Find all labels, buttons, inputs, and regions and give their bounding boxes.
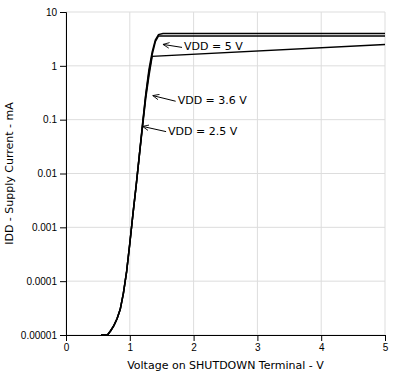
tick-mark — [60, 227, 66, 228]
tick: 0.1 — [43, 114, 66, 125]
tick-label: 5 — [383, 342, 389, 353]
tick: 1 — [128, 335, 134, 353]
tick-mark — [130, 335, 131, 341]
chart: 0 1 2 3 4 5 0.00001 0.0001 0.001 0.01 0.1 1 10 VDD = … — [0, 0, 401, 377]
tick-label: 4 — [319, 342, 325, 353]
annotation: VDD = 3.6 V — [178, 94, 248, 107]
axis-line — [67, 336, 386, 342]
axis-line — [60, 13, 67, 336]
annotation: VDD = 2.5 V — [168, 125, 238, 138]
tick-mark — [385, 335, 386, 341]
grid-line-y — [66, 12, 385, 13]
plot: 0 1 2 3 4 5 0.00001 0.0001 0.001 0.01 0.1 1 10 VDD = … — [21, 7, 389, 353]
tick-label: 0.01 — [38, 168, 58, 179]
tick-mark — [60, 120, 66, 121]
tick-mark — [60, 281, 66, 282]
annotation-arrow — [153, 96, 176, 102]
tick: 5 — [383, 335, 389, 353]
tick: 4 — [319, 335, 325, 353]
grid — [66, 12, 385, 335]
tick-label: 0.1 — [43, 114, 57, 125]
tick-mark — [321, 335, 322, 341]
tick: 0.0001 — [26, 276, 66, 287]
annotation-arrow — [143, 126, 167, 131]
tick-mark — [60, 12, 66, 13]
series-line — [101, 44, 385, 335]
x-axis-title: Voltage on SHUTDOWN Terminal - V — [127, 359, 324, 372]
tick-mark — [60, 174, 66, 175]
tick-mark — [60, 335, 66, 336]
annotation: VDD = 5 V — [184, 40, 243, 53]
tick-label: 10 — [46, 7, 58, 18]
tick-mark — [257, 335, 258, 341]
y-axis: 0.00001 0.0001 0.001 0.01 0.1 1 10 — [21, 7, 67, 341]
grid-line-y — [66, 173, 385, 174]
tick: 1 — [51, 61, 66, 72]
grid-line-y — [66, 119, 385, 120]
tick-label: 2 — [191, 342, 197, 353]
tick-label: 0.001 — [32, 222, 57, 233]
grid-line-y — [66, 227, 385, 228]
tick-label: 3 — [255, 342, 261, 353]
tick: 10 — [46, 7, 66, 18]
lines — [101, 33, 385, 335]
y-axis-title: IDD - Supply Current - mA — [3, 102, 16, 245]
tick: 2 — [191, 335, 197, 353]
tick-label: 0 — [64, 342, 70, 353]
tick: 0.00001 — [21, 330, 66, 341]
grid-line-y — [66, 281, 385, 282]
tick: 0 — [64, 335, 70, 353]
tick-label: 0.00001 — [21, 330, 58, 341]
series-line — [101, 36, 385, 335]
tick: 0.01 — [38, 168, 66, 179]
annotations: VDD = 5 V VDD = 3.6 V VDD = 2.5 V — [143, 40, 248, 137]
annotation-arrow — [163, 44, 182, 47]
tick-label: 0.0001 — [26, 276, 57, 287]
tick: 3 — [255, 335, 261, 353]
grid-line-y — [66, 65, 385, 66]
tick-label: 1 — [51, 61, 57, 72]
tick: 0.001 — [32, 222, 66, 233]
tick-label: 1 — [128, 342, 134, 353]
tick-mark — [60, 66, 66, 67]
tick-mark — [194, 335, 195, 341]
x-axis: 0 1 2 3 4 5 — [64, 335, 389, 353]
series-line — [101, 33, 385, 335]
